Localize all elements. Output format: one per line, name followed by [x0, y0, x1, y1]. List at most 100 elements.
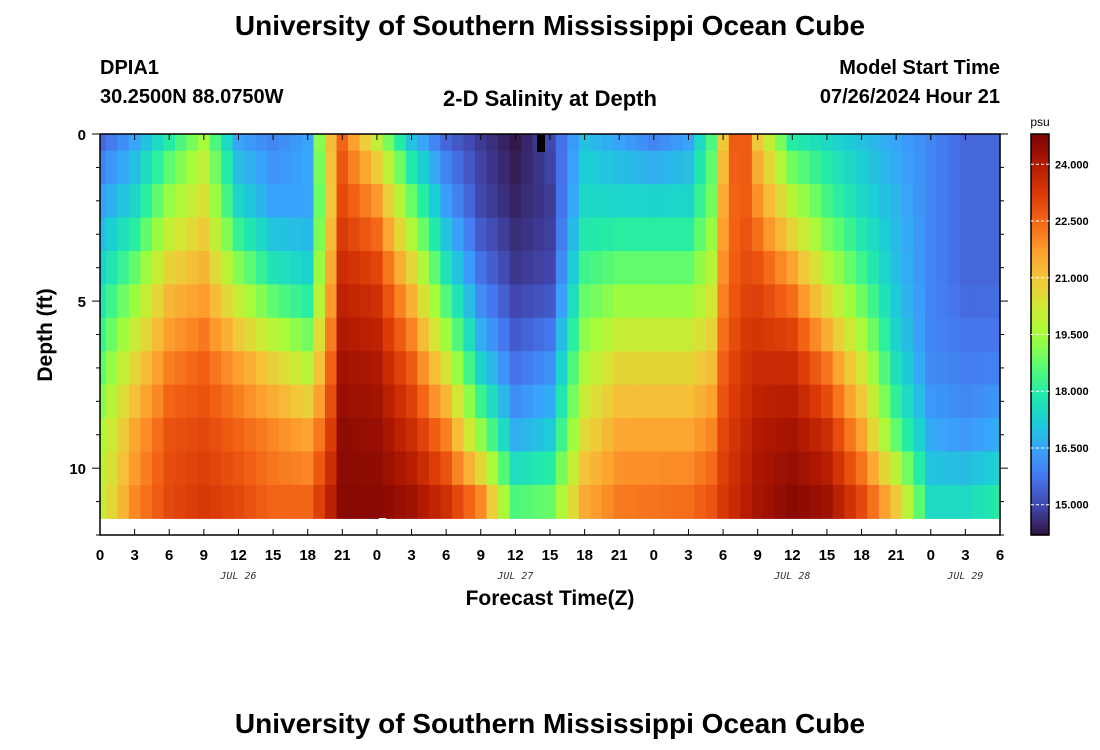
colorbar-tick-label: 22.500	[1055, 216, 1089, 228]
heatmap-cell	[440, 150, 453, 185]
heatmap-cell	[301, 451, 315, 486]
colorbar-segment	[1031, 277, 1049, 282]
heatmap-cell	[463, 150, 476, 185]
heatmap-cell	[475, 217, 488, 252]
heatmap-cell	[625, 484, 638, 519]
heatmap-cell	[901, 418, 915, 453]
colorbar-segment	[1031, 157, 1049, 162]
date-label: JUL 29	[946, 571, 983, 582]
heatmap-cell	[100, 317, 107, 352]
heatmap-cell	[717, 217, 730, 252]
colorbar-segment	[1031, 501, 1049, 506]
heatmap-cell	[728, 184, 741, 219]
heatmap-cell	[509, 384, 522, 419]
heatmap-cell	[775, 134, 788, 152]
heatmap-cell	[509, 317, 522, 352]
heatmap-cell	[890, 150, 903, 185]
heatmap-cell	[682, 150, 695, 185]
heatmap-cell	[763, 250, 776, 285]
heatmap-cell	[440, 217, 453, 252]
heatmap-cell	[728, 451, 741, 486]
heatmap-cell	[682, 418, 695, 453]
colorbar-segment	[1031, 474, 1049, 479]
colorbar-segment	[1031, 137, 1049, 142]
heatmap-cell	[313, 284, 326, 319]
heatmap-cell	[290, 184, 303, 219]
heatmap-cell	[740, 484, 753, 519]
heatmap-cell	[867, 484, 880, 519]
heatmap-cell	[763, 317, 776, 352]
heatmap-cell	[463, 284, 476, 319]
heatmap-cell	[567, 250, 580, 285]
heatmap-cell	[128, 317, 141, 352]
colorbar-segment	[1031, 140, 1049, 145]
heatmap-cell	[313, 250, 326, 285]
heatmap-cell	[255, 484, 268, 519]
heatmap-cell	[982, 134, 995, 152]
heatmap-cell	[971, 217, 984, 252]
heatmap-cell	[648, 418, 661, 453]
heatmap-cell	[936, 217, 949, 252]
heatmap-cell	[394, 150, 407, 185]
heatmap-cell	[451, 150, 465, 185]
heatmap-cell	[405, 284, 418, 319]
heatmap-cell	[498, 150, 511, 185]
heatmap-cell	[105, 250, 118, 285]
heatmap-cell	[128, 217, 141, 252]
heatmap-cell	[209, 284, 222, 319]
heatmap-cell	[578, 217, 591, 252]
heatmap-cell	[671, 484, 684, 519]
heatmap-cell	[763, 150, 776, 185]
heatmap-cell	[994, 150, 1001, 185]
heatmap-cell	[532, 317, 545, 352]
heatmap-cell	[590, 217, 603, 252]
heatmap-cell	[601, 384, 615, 419]
heatmap-cell	[728, 384, 741, 419]
heatmap-cell	[509, 250, 522, 285]
heatmap-cell	[705, 150, 718, 185]
heatmap-cell	[982, 250, 995, 285]
heatmap-cell	[544, 150, 557, 185]
heatmap-cell	[832, 284, 845, 319]
heatmap-cell	[844, 250, 857, 285]
heatmap-cell	[671, 384, 684, 419]
heatmap-cell	[798, 184, 811, 219]
heatmap-cell	[936, 134, 949, 152]
heatmap-cell	[198, 150, 211, 185]
heatmap-cell	[901, 217, 915, 252]
colorbar-segment	[1031, 184, 1049, 189]
heatmap-cell	[348, 184, 361, 219]
heatmap-cell	[417, 150, 430, 185]
heatmap-cell	[913, 484, 926, 519]
heatmap-cell	[100, 250, 107, 285]
heatmap-cell	[809, 284, 822, 319]
heatmap-cell	[705, 317, 718, 352]
heatmap-cell	[959, 418, 972, 453]
colorbar-segment	[1031, 237, 1049, 242]
heatmap-cell	[232, 451, 245, 486]
heatmap-cell	[255, 184, 268, 219]
heatmap-cell	[440, 384, 453, 419]
heatmap-cell	[705, 217, 718, 252]
heatmap-cell	[601, 317, 615, 352]
heatmap-cell	[821, 250, 834, 285]
heatmap-cell	[913, 384, 926, 419]
heatmap-cell	[163, 284, 176, 319]
heatmap-cell	[163, 217, 176, 252]
y-axis: 0 5 10	[69, 127, 1008, 536]
colorbar-segment	[1031, 394, 1049, 399]
heatmap-cell	[936, 384, 949, 419]
heatmap-cell	[913, 150, 926, 185]
heatmap-cell	[544, 284, 557, 319]
heatmap-cell	[521, 384, 534, 419]
heatmap-cell	[394, 451, 407, 486]
colorbar-segment	[1031, 361, 1049, 366]
heatmap-cell	[578, 451, 591, 486]
heatmap-cell	[475, 317, 488, 352]
heatmap-cell	[186, 317, 199, 352]
heatmap-cell	[140, 351, 153, 386]
heatmap-cell	[221, 134, 234, 152]
heatmap-cell	[209, 351, 222, 386]
heatmap-cell	[809, 184, 822, 219]
colorbar-segment	[1031, 521, 1049, 526]
